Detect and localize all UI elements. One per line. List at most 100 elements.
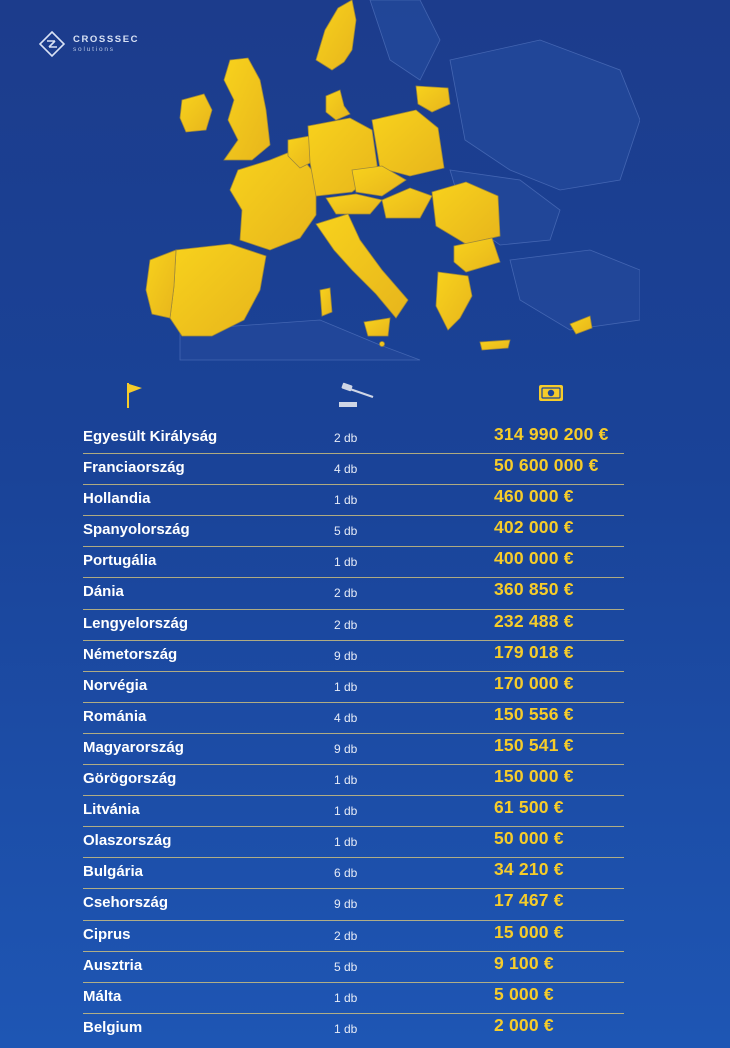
table-row: Ciprus 2 db 15 000 €: [83, 921, 624, 952]
fine-count: 1 db: [334, 835, 358, 850]
crosssec-logo-icon: [39, 31, 65, 57]
map-france: [229, 149, 317, 251]
map-spain: [169, 243, 267, 337]
map-ireland: [179, 93, 213, 133]
fine-amount: 179 018 €: [494, 641, 574, 662]
flag-icon: [127, 383, 142, 408]
map-austria: [325, 193, 383, 215]
fine-count: 9 db: [334, 897, 358, 912]
fine-amount: 61 500 €: [494, 797, 564, 818]
fine-amount: 150 000 €: [494, 766, 574, 787]
table-row: Görögország 1 db 150 000 €: [83, 765, 624, 797]
fine-amount: 2 000 €: [494, 1014, 554, 1035]
fine-amount: 150 556 €: [494, 703, 574, 724]
brand-name: CROSSSEC: [73, 33, 140, 45]
map-denmark: [325, 89, 351, 121]
fine-count: 4 db: [334, 462, 358, 477]
table-row: Lengyelország 2 db 232 488 €: [83, 610, 624, 641]
table-row: Ausztria 5 db 9 100 €: [83, 952, 624, 983]
country-name: Dánia: [83, 583, 124, 601]
country-name: Spanyolország: [83, 521, 190, 539]
fine-count: 2 db: [334, 928, 358, 943]
fine-count: 6 db: [334, 866, 358, 881]
table-row: Bulgária 6 db 34 210 €: [83, 858, 624, 890]
table-row: Portugália 1 db 400 000 €: [83, 547, 624, 579]
fine-amount: 34 210 €: [494, 859, 564, 880]
gavel-icon: [339, 382, 374, 407]
map-romania: [431, 181, 501, 245]
table-row: Belgium 1 db 2 000 €: [83, 1014, 624, 1044]
country-name: Csehország: [83, 894, 169, 912]
map-czechia: [351, 165, 407, 197]
country-name: Olaszország: [83, 832, 172, 850]
map-cyprus: [569, 315, 593, 335]
table-row: Egyesült Királyság 2 db 314 990 200 €: [83, 423, 624, 455]
table-row: Hollandia 1 db 460 000 €: [83, 485, 624, 517]
europe-map: [145, 0, 640, 361]
country-name: Bulgária: [83, 863, 144, 881]
table-row: Litvánia 1 db 61 500 €: [83, 796, 624, 828]
fine-count: 1 db: [334, 804, 358, 819]
country-name: Lengyelország: [83, 614, 189, 632]
map-greece: [435, 271, 473, 331]
fine-amount: 232 488 €: [494, 610, 574, 631]
fine-count: 2 db: [334, 586, 358, 601]
map-sicily: [363, 317, 391, 337]
fine-amount: 5 000 €: [494, 983, 554, 1004]
fine-amount: 400 000 €: [494, 548, 574, 569]
fine-amount: 50 600 000 €: [494, 455, 599, 476]
fine-count: 2 db: [334, 431, 358, 445]
country-name: Portugália: [83, 552, 157, 570]
fines-table: Egyesült Királyság 2 db 314 990 200 € Franc…: [83, 423, 624, 1044]
brand-tagline: solutions: [73, 46, 115, 53]
map-malta: [379, 341, 385, 347]
fine-count: 1 db: [334, 679, 358, 694]
fine-amount: 15 000 €: [494, 921, 564, 942]
table-row: Magyarország 9 db 150 541 €: [83, 734, 624, 766]
fine-count: 1 db: [334, 990, 358, 1005]
fine-count: 1 db: [334, 1021, 358, 1036]
table-row: Dánia 2 db 360 850 €: [83, 578, 624, 610]
country-name: Hollandia: [83, 490, 151, 508]
country-name: Románia: [83, 707, 147, 725]
table-row: Norvégia 1 db 170 000 €: [83, 672, 624, 703]
map-sardinia: [319, 287, 333, 317]
fine-amount: 50 000 €: [494, 828, 564, 849]
fine-amount: 402 000 €: [494, 517, 574, 538]
country-name: Franciaország: [83, 459, 185, 477]
table-row: Málta 1 db 5 000 €: [83, 983, 624, 1014]
map-uk: [223, 57, 271, 161]
country-name: Málta: [83, 987, 122, 1005]
fine-count: 9 db: [334, 648, 358, 663]
fine-count: 2 db: [334, 617, 358, 632]
map-italy: [315, 213, 409, 319]
map-crete: [479, 339, 511, 351]
country-name: Ciprus: [83, 925, 131, 943]
country-name: Belgium: [83, 1018, 143, 1036]
fine-amount: 9 100 €: [494, 952, 554, 973]
fine-count: 9 db: [334, 741, 358, 756]
brand-logo: CROSSSEC solutions: [39, 31, 139, 57]
country-name: Egyesült Királyság: [83, 428, 218, 445]
map-lithuania: [415, 85, 451, 113]
fine-count: 5 db: [334, 959, 358, 974]
table-row: Franciaország 4 db 50 600 000 €: [83, 454, 624, 486]
fine-amount: 170 000 €: [494, 672, 574, 693]
fine-amount: 460 000 €: [494, 486, 574, 507]
country-name: Ausztria: [83, 956, 143, 974]
table-row: Spanyolország 5 db 402 000 €: [83, 516, 624, 548]
country-name: Németország: [83, 645, 178, 663]
map-background-regions: [179, 0, 640, 361]
table-row: Csehország 9 db 17 467 €: [83, 889, 624, 921]
highlighted-countries: [145, 0, 593, 351]
map-bulgaria: [453, 237, 501, 273]
fine-count: 4 db: [334, 710, 358, 725]
country-name: Görögország: [83, 770, 177, 788]
map-norway: [315, 0, 357, 71]
fine-count: 1 db: [334, 773, 358, 788]
fine-amount: 17 467 €: [494, 890, 564, 911]
fine-count: 1 db: [334, 555, 358, 570]
fine-amount: 314 990 200 €: [494, 424, 609, 444]
fine-count: 1 db: [334, 493, 358, 508]
table-row: Németország 9 db 179 018 €: [83, 641, 624, 672]
